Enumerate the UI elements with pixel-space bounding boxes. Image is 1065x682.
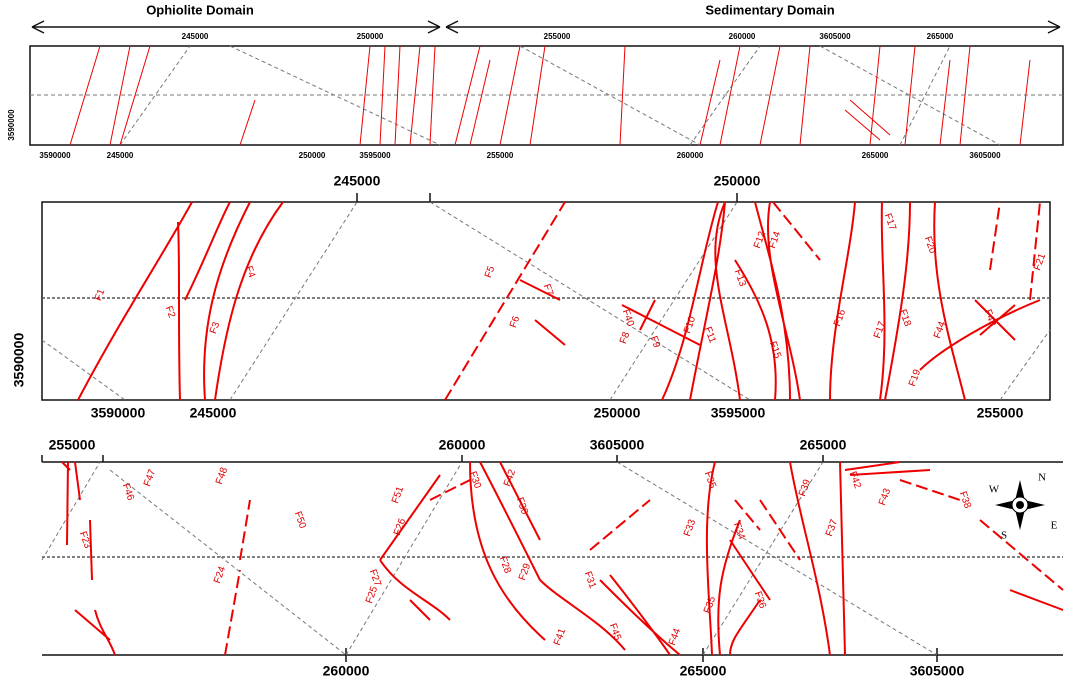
coord-label: 265000 (800, 437, 847, 453)
compass-label: S (1001, 530, 1007, 542)
coord-label: 250000 (714, 173, 761, 189)
west-panel: 245000 250000 3590000 245000 250000 3595… (11, 173, 1050, 421)
fault-label: F17 (882, 212, 898, 232)
coord-label: 265000 (680, 663, 727, 679)
faults (67, 462, 1063, 655)
fault-label: F19 (907, 368, 923, 388)
coord-label: 3605000 (910, 663, 965, 679)
compass-label: N (1038, 472, 1046, 484)
faults-dashed (445, 202, 1040, 400)
fault-label: F48 (214, 466, 230, 486)
coord-label: 260000 (729, 32, 756, 41)
fault-label: F11 (702, 325, 718, 345)
fault-label: F8 (618, 330, 632, 345)
fault-label: F2 (163, 305, 177, 320)
fault-label: F9 (648, 335, 662, 350)
fault-label: F6 (508, 314, 522, 329)
fault-label: F33 (682, 518, 698, 538)
fault-map: Ophiolite Domain Sedimentary Domain 2450… (0, 0, 1065, 682)
coord-label: 245000 (334, 173, 381, 189)
coord-label: 245000 (107, 151, 134, 160)
coord-label: 3590000 (39, 151, 71, 160)
fault-label: F41 (552, 627, 568, 647)
fault-label: F38 (957, 490, 973, 510)
fault-label: F35 (702, 595, 718, 615)
faults (78, 202, 1040, 400)
coord-label: 250000 (299, 151, 326, 160)
coord-label: 3595000 (711, 405, 766, 421)
coord-label: 245000 (182, 32, 209, 41)
coord-label: 3590000 (11, 333, 27, 388)
fault-label: F51 (390, 485, 406, 505)
header: Ophiolite Domain Sedimentary Domain (32, 2, 1060, 33)
fault-label: F16 (832, 308, 848, 328)
coord-label: 250000 (357, 32, 384, 41)
coord-label: 255000 (977, 405, 1024, 421)
coord-label: 3595000 (359, 151, 391, 160)
fault-label: F31 (582, 570, 598, 590)
fault-label: F24 (212, 565, 228, 585)
fault-label: F1 (93, 287, 107, 302)
fault-label: F47 (142, 468, 158, 488)
fault-label: F28 (497, 555, 513, 575)
fault-label: F30 (514, 496, 530, 516)
coord-label: 3605000 (819, 32, 851, 41)
coord-label: 265000 (862, 151, 889, 160)
domain-label: Sedimentary Domain (705, 2, 834, 17)
fault-label: F13 (732, 268, 748, 288)
fault-label: F43 (877, 487, 893, 507)
coord-label: 245000 (190, 405, 237, 421)
fault-label: F14 (767, 230, 783, 250)
fault-label: F42 (847, 470, 863, 490)
coord-label: 255000 (544, 32, 571, 41)
fault-label: F37 (824, 518, 840, 538)
faults-dashed (62, 462, 1063, 655)
fault-label: F46 (120, 482, 136, 502)
fault-label: F15 (767, 340, 783, 360)
fault-label: F10 (682, 315, 698, 335)
fault-label: F4 (243, 265, 257, 280)
fault-label: F29 (517, 562, 533, 582)
fault-label: F35 (702, 470, 718, 490)
fault-label: F17 (872, 320, 888, 340)
fault-label: F44 (667, 627, 683, 647)
coord-label: 255000 (487, 151, 514, 160)
fault-label: F45 (607, 622, 623, 642)
coord-label: 260000 (439, 437, 486, 453)
coord-label: 3605000 (590, 437, 645, 453)
coord-label: 260000 (323, 663, 370, 679)
fault-label: F30 (467, 470, 483, 490)
compass-label: E (1051, 520, 1058, 532)
compass: N E S W (989, 472, 1058, 542)
fault-label: F26 (392, 517, 408, 537)
fault-label: F3 (208, 320, 222, 335)
coord-label: 255000 (49, 437, 96, 453)
fault-label: F50 (292, 510, 308, 530)
fault-label: F25 (364, 585, 380, 605)
coord-label: 260000 (677, 151, 704, 160)
coord-label: 3590000 (7, 109, 16, 141)
coord-label: 3605000 (969, 151, 1001, 160)
frame (42, 455, 1063, 662)
coord-label: 265000 (927, 32, 954, 41)
domain-label: Ophiolite Domain (146, 2, 254, 17)
fault-label: F5 (483, 264, 497, 279)
overview-panel: 245000 250000 255000 260000 3605000 2650… (7, 32, 1063, 160)
coord-label: 250000 (594, 405, 641, 421)
ticks (357, 193, 737, 202)
compass-label: W (989, 484, 1000, 496)
coord-label: 3590000 (91, 405, 146, 421)
